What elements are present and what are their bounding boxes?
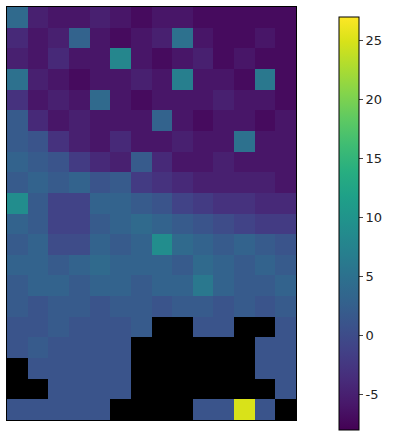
svg-text:20: 20	[366, 92, 383, 107]
svg-text:-5: -5	[366, 387, 379, 402]
svg-text:15: 15	[366, 151, 383, 166]
svg-text:5: 5	[366, 269, 374, 284]
svg-text:25: 25	[366, 33, 383, 48]
svg-text:0: 0	[366, 328, 374, 343]
svg-text:10: 10	[366, 210, 383, 225]
